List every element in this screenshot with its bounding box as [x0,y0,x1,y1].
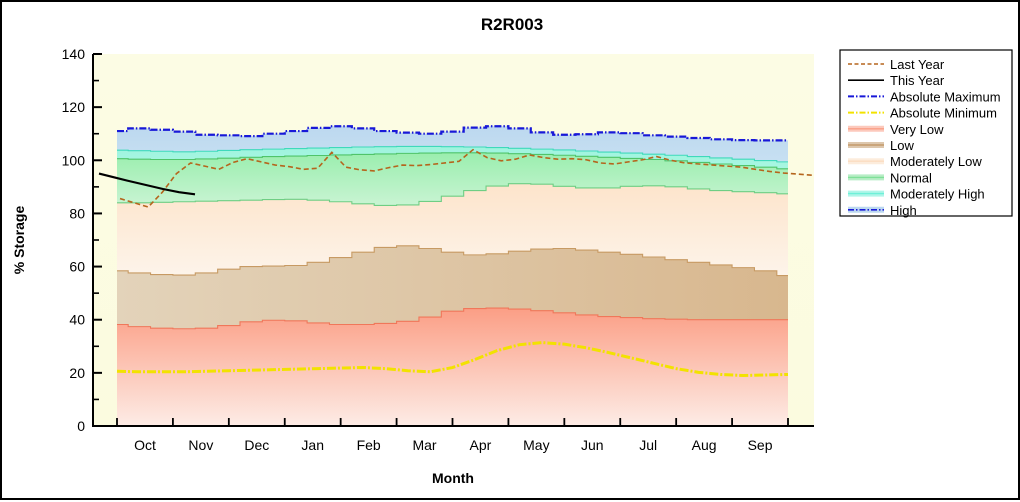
legend-label: Very Low [890,122,944,137]
legend-box [839,49,1013,217]
legend-label: High [890,203,917,218]
legend-label: Absolute Maximum [890,89,1001,104]
line-last-year [119,148,813,208]
legend-label: Last Year [890,57,945,72]
legend-item[interactable]: Very Low [848,122,944,137]
y-tick-label: 60 [69,259,85,275]
y-tick-label: 20 [69,365,85,381]
line-absolute-minimum [116,341,789,378]
y-tick-label: 120 [62,99,86,115]
x-tick-label: Dec [244,437,269,453]
x-tick-label: Jun [581,437,604,453]
legend-item[interactable]: This Year [848,73,945,88]
line-this-year [98,172,196,196]
y-tick-label: 140 [62,46,86,62]
legend-label: Normal [890,170,932,185]
x-tick-label: Feb [357,437,381,453]
y-tick-label: 0 [77,418,85,434]
x-tick-label: Aug [692,437,717,453]
x-tick-label: Apr [470,437,492,453]
legend-item[interactable]: Absolute Maximum [848,89,1001,104]
legend-item[interactable]: Moderately Low [848,154,982,169]
legend-label: This Year [890,73,945,88]
x-axis-label: Month [432,470,474,486]
y-tick-label: 40 [69,312,85,328]
legend-item[interactable]: Absolute Minimum [848,106,997,121]
line-absolute-maximum [117,125,788,142]
x-tick-label: Oct [134,437,156,453]
edge-normal-top [117,152,788,170]
chart-title: R2R003 [481,15,543,34]
x-tick-label: Nov [188,437,213,453]
x-tick-label: Sep [748,437,773,453]
legend-item[interactable]: Low [848,138,914,153]
edge-low-top [117,245,788,277]
legend-label: Absolute Minimum [890,106,997,121]
edge-moderately-high-top [117,145,788,163]
legend-item[interactable]: Normal [848,170,932,185]
x-tick-label: Jul [639,437,657,453]
edge-normal-bottom [117,183,788,207]
legend-label: Low [890,138,914,153]
legend-label: Moderately High [890,187,985,202]
legend-item[interactable]: High [848,203,917,218]
x-tick-label: Mar [412,437,436,453]
legend-item[interactable]: Last Year [848,57,945,72]
x-tick-label: Jan [301,437,324,453]
y-axis-label: % Storage [11,206,27,275]
x-tick-label: May [523,437,549,453]
legend-label: Moderately Low [890,154,982,169]
edge-very-low-top [117,307,788,330]
y-tick-label: 80 [69,205,85,221]
y-tick-label: 100 [62,152,86,168]
legend-item[interactable]: Moderately High [848,187,985,202]
